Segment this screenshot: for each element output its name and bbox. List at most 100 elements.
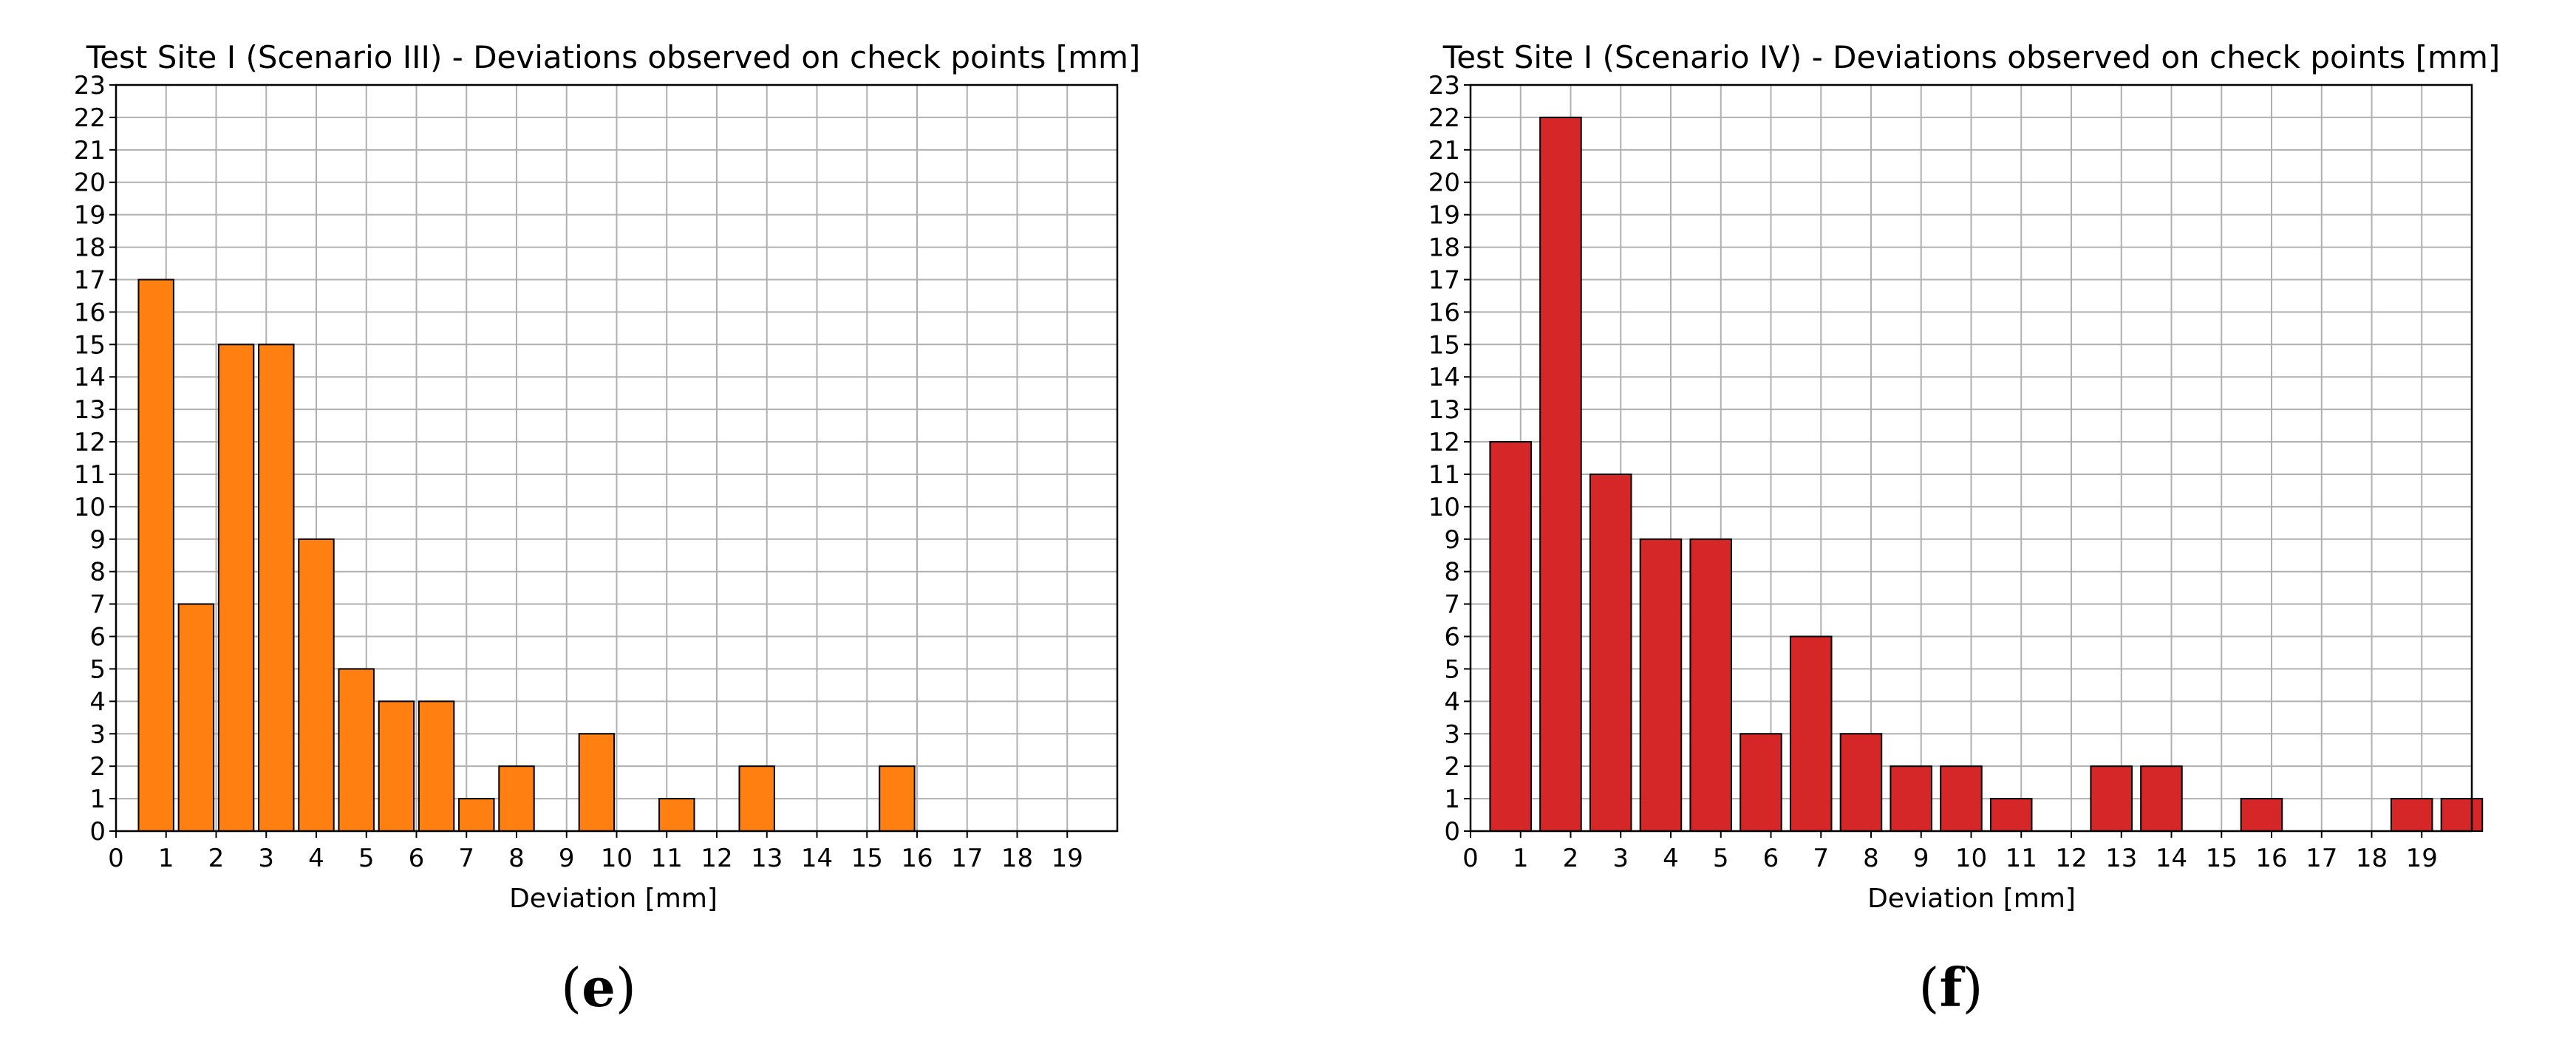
- y-tick-label: 22: [74, 103, 106, 133]
- x-tick-label: 1: [158, 844, 174, 873]
- y-tick-label: 5: [1444, 655, 1460, 684]
- y-tick-label: 13: [74, 395, 106, 425]
- x-tick-label: 8: [1863, 844, 1879, 873]
- y-tick-label: 22: [1428, 103, 1460, 133]
- bar: [1589, 473, 1632, 833]
- x-tick-label: 11: [2006, 844, 2037, 873]
- y-tick-label: 14: [74, 363, 106, 392]
- x-tick-label: 10: [1955, 844, 1987, 873]
- y-tick-label: 7: [1444, 590, 1460, 620]
- bar: [879, 765, 916, 833]
- x-tick-label: 19: [2406, 844, 2438, 873]
- chart-scenario-iii: Test Site I (Scenario III) - Deviations …: [74, 39, 1141, 1019]
- x-tick-labels: 0 1 2 3 4 5 6 7 8 9 10 11 12 13 14 15 16 17 18 19: [108, 831, 1083, 873]
- panel-label-open: (: [1918, 957, 1939, 1019]
- x-tick-label: 11: [651, 844, 683, 873]
- y-tick-label: 16: [1428, 298, 1460, 327]
- x-tick-label: 7: [458, 844, 474, 873]
- bar: [458, 798, 495, 832]
- y-tick-label: 8: [1444, 558, 1460, 587]
- y-tick-label: 9: [89, 525, 106, 555]
- bar: [1989, 798, 2033, 832]
- x-tick-label: 14: [801, 844, 833, 873]
- x-tick-label: 9: [559, 844, 575, 873]
- y-tick-label: 6: [1444, 623, 1460, 652]
- bar: [1890, 765, 1932, 833]
- y-tick-label: 12: [74, 428, 106, 457]
- x-tick-label: 5: [1713, 844, 1729, 873]
- bar: [1839, 733, 1883, 832]
- y-tick-label: 11: [74, 460, 106, 490]
- y-tick-label: 3: [1444, 720, 1460, 749]
- bar: [1639, 538, 1683, 832]
- bar: [2090, 765, 2133, 833]
- bar: [298, 538, 335, 832]
- x-tick-label: 12: [2055, 844, 2087, 873]
- y-tick-label: 21: [74, 136, 106, 165]
- y-tick-label: 1: [89, 785, 106, 814]
- bar: [2240, 798, 2283, 832]
- x-tick-label: 4: [308, 844, 324, 873]
- x-tick-label: 0: [1462, 844, 1479, 873]
- y-tick-label: 9: [1444, 525, 1460, 555]
- y-tick-label: 16: [74, 298, 106, 327]
- bar: [498, 765, 535, 833]
- x-axis-label: Deviation [mm]: [1867, 884, 2076, 914]
- bar: [1789, 635, 1833, 832]
- bars: [1489, 116, 2484, 833]
- y-tick-label: 18: [74, 233, 106, 263]
- y-tick-label: 17: [1428, 265, 1460, 295]
- x-tick-label: 16: [901, 844, 933, 873]
- x-tick-label: 14: [2156, 844, 2187, 873]
- bar: [2440, 798, 2484, 832]
- chart-scenario-iv: Test Site I (Scenario IV) - Deviations o…: [1428, 39, 2501, 1019]
- bar: [338, 668, 375, 832]
- bar: [1689, 538, 1732, 832]
- bar: [1740, 733, 1782, 832]
- panel-label-letter: f: [1940, 956, 1966, 1019]
- x-tick-label: 5: [358, 844, 375, 873]
- x-tick-label: 12: [701, 844, 732, 873]
- bar: [658, 798, 695, 832]
- x-tick-label: 2: [1563, 844, 1579, 873]
- y-tick-label: 1: [1444, 785, 1460, 814]
- y-tick-label: 4: [89, 687, 106, 717]
- x-tick-label: 3: [1612, 844, 1629, 873]
- y-tick-label: 0: [1444, 817, 1460, 847]
- x-tick-label: 13: [751, 844, 783, 873]
- y-tick-label: 10: [74, 493, 106, 522]
- y-tick-label: 21: [1428, 136, 1460, 165]
- x-tick-label: 19: [1052, 844, 1083, 873]
- x-tick-label: 1: [1513, 844, 1529, 873]
- chart-title: Test Site I (Scenario III) - Deviations …: [86, 39, 1141, 75]
- y-tick-label: 2: [89, 752, 106, 782]
- y-tick-label: 10: [1428, 493, 1460, 522]
- x-tick-label: 15: [851, 844, 883, 873]
- panel-label-letter: e: [582, 956, 616, 1019]
- y-tick-label: 19: [1428, 201, 1460, 230]
- panel-label: (f): [1918, 956, 1983, 1019]
- bar: [2390, 798, 2433, 832]
- x-tick-label: 18: [1001, 844, 1033, 873]
- bar: [378, 700, 415, 833]
- y-tick-label: 12: [1428, 428, 1460, 457]
- y-tick-label: 2: [1444, 752, 1460, 782]
- panel-label-close: ): [616, 957, 636, 1019]
- y-tick-label: 15: [74, 330, 106, 360]
- bar: [137, 279, 174, 832]
- chart-title: Test Site I (Scenario IV) - Deviations o…: [1442, 39, 2501, 75]
- x-tick-label: 0: [108, 844, 124, 873]
- y-tick-label: 19: [74, 201, 106, 230]
- y-tick-label: 8: [89, 558, 106, 587]
- y-tick-label: 23: [1428, 71, 1460, 100]
- panel-label-open: (: [561, 957, 582, 1019]
- x-tick-label: 10: [601, 844, 633, 873]
- panel-label-close: ): [1962, 957, 1983, 1019]
- x-tick-label: 3: [258, 844, 274, 873]
- y-tick-label: 17: [74, 265, 106, 295]
- x-tick-label: 17: [951, 844, 983, 873]
- x-tick-labels: 0 1 2 3 4 5 6 7 8 9 10 11 12 13 14 15 16 17 18 19: [1462, 831, 2438, 873]
- y-tick-label: 11: [1428, 460, 1460, 490]
